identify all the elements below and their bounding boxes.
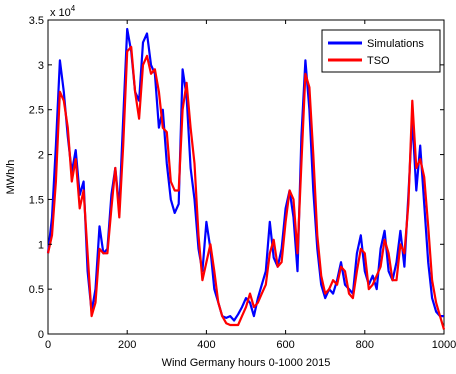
x-tick-label: 400 <box>197 339 215 351</box>
y-tick-label: 1.5 <box>29 194 44 206</box>
legend-label-simulations: Simulations <box>367 38 424 50</box>
x-tick-label: 0 <box>45 339 51 351</box>
y-axis-label: MWh/h <box>5 160 17 195</box>
series-layer <box>46 27 446 330</box>
x-tick-label: 800 <box>356 339 374 351</box>
y-tick-label: 2.5 <box>29 105 44 117</box>
y-tick-label: 3.5 <box>29 15 44 27</box>
x-tick-label: 600 <box>276 339 294 351</box>
ticks-layer: 0 200 400 600 800 1000 0 0.5 1 1.5 2 2.5 3 3.5 <box>29 15 456 351</box>
y-tick-label: 2 <box>38 150 44 162</box>
x-axis-label: Wind Germany hours 0-1000 2015 <box>162 357 331 369</box>
x-tick-label: 200 <box>118 339 136 351</box>
y-tick-label: 1 <box>38 239 44 251</box>
legend: Simulations TSO <box>321 29 441 73</box>
y-exponent-label: x 104 <box>50 4 76 19</box>
legend-label-tso: TSO <box>367 55 390 67</box>
y-tick-label: 3 <box>38 60 44 72</box>
y-tick-label: 0.5 <box>29 284 44 296</box>
legend-box <box>321 29 441 73</box>
x-tick-label: 1000 <box>432 339 456 351</box>
y-exponent-power: 4 <box>71 4 76 13</box>
series-line-tso <box>46 45 446 330</box>
y-tick-label: 0 <box>38 329 44 341</box>
